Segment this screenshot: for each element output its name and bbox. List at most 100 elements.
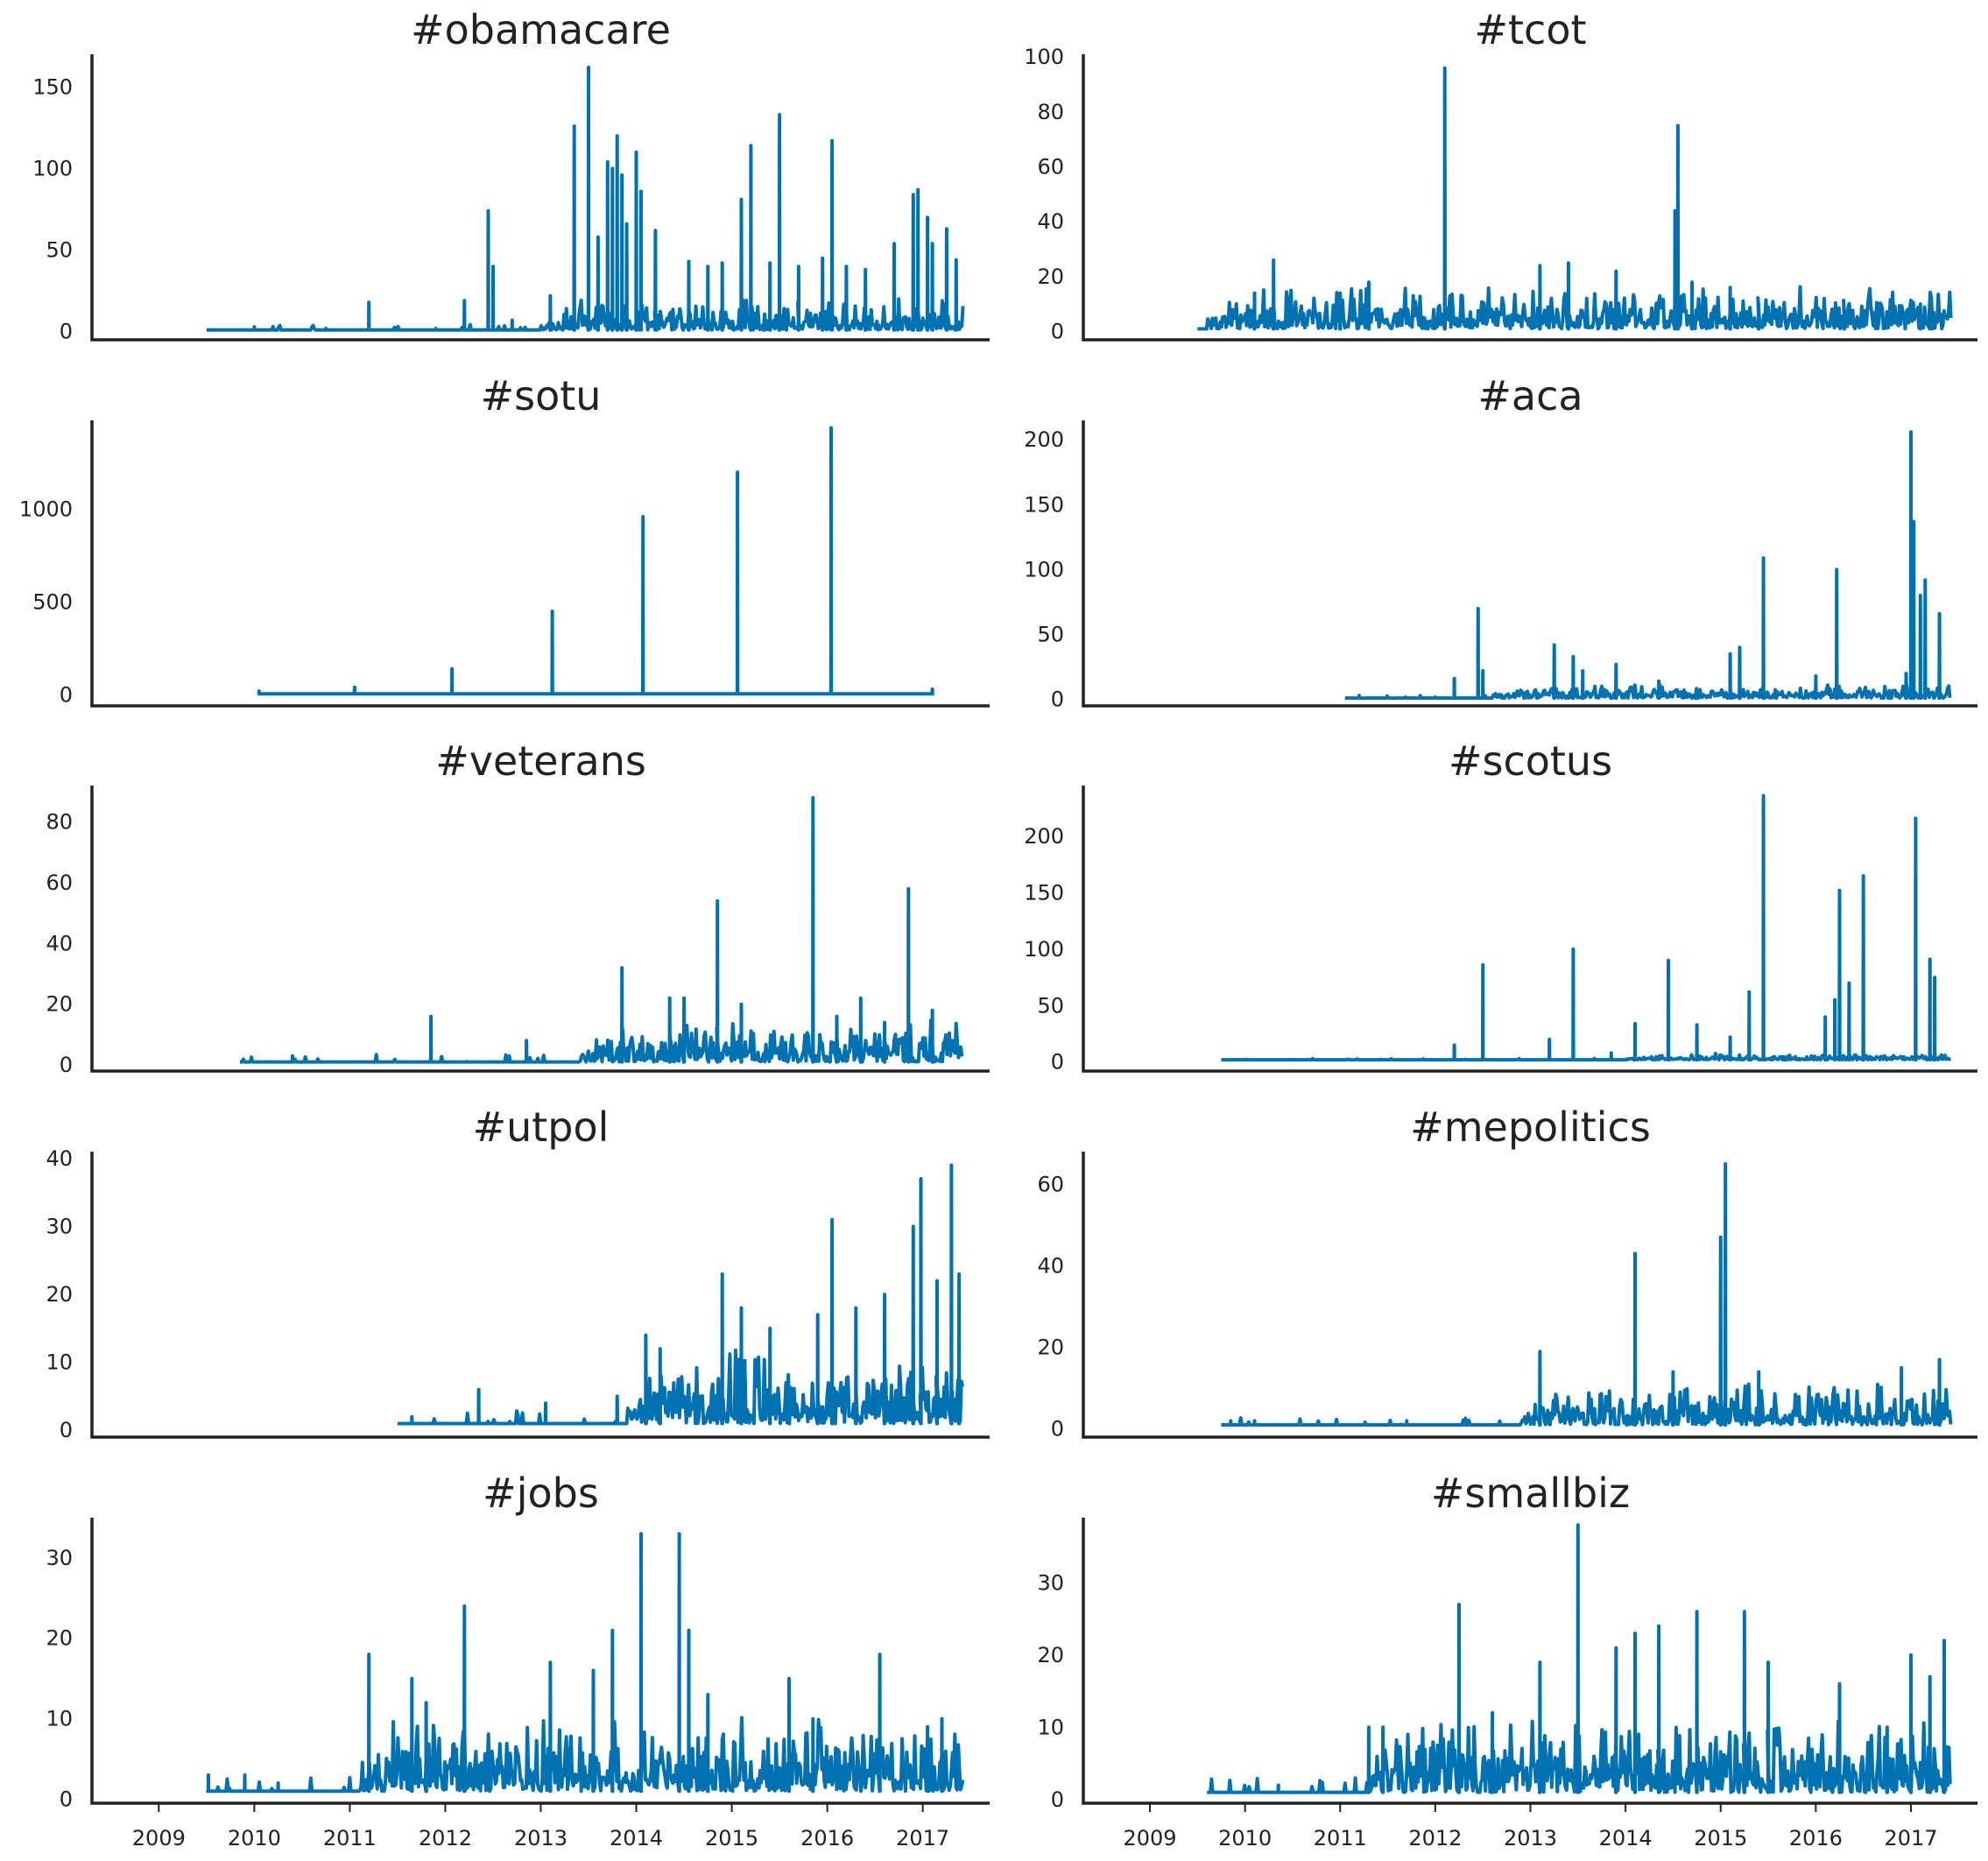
y-tick-label: 20 <box>46 992 73 1017</box>
x-tick-label: 2015 <box>1694 1826 1747 1850</box>
x-tick-label: 2014 <box>1599 1826 1653 1850</box>
y-tick-label: 100 <box>1024 557 1064 582</box>
y-tick-label: 20 <box>46 1282 73 1307</box>
x-tick-label: 2015 <box>705 1826 758 1850</box>
y-tick-label: 40 <box>46 931 73 955</box>
y-tick-label: 0 <box>1051 320 1064 344</box>
y-tick-label: 0 <box>1051 1050 1064 1075</box>
panel-title: #obamacare <box>411 6 671 53</box>
panel-title: #scotus <box>1449 737 1612 785</box>
axis-spines <box>1082 54 1977 342</box>
axis-spines <box>1082 1518 1977 1805</box>
y-tick-label: 0 <box>60 1053 73 1077</box>
panel-mepolitics: #mepolitics 0 20 40 60 <box>1037 1103 1977 1442</box>
y-tick-label: 0 <box>1051 687 1064 712</box>
panel-tcot: #tcot 0 20 40 60 80 100 <box>1024 6 1977 344</box>
y-tick-label: 50 <box>46 238 73 263</box>
y-tick-label: 20 <box>1037 1643 1064 1667</box>
y-tick-label: 100 <box>1024 45 1064 69</box>
axis-spines <box>1082 786 1977 1073</box>
y-tick-label: 0 <box>60 1787 73 1811</box>
x-tick-label: 2013 <box>1504 1826 1557 1850</box>
y-tick-label: 200 <box>1024 427 1064 452</box>
y-tick-label: 20 <box>1037 1336 1064 1360</box>
panel-veterans: #veterans 0 20 40 60 80 <box>46 737 990 1077</box>
series-line <box>1344 430 1952 701</box>
y-tick-label: 60 <box>1037 1172 1064 1196</box>
panel-title: #jobs <box>483 1470 599 1517</box>
x-tick-label: 2011 <box>1314 1826 1367 1850</box>
series-line <box>1206 1523 1952 1794</box>
y-tick-label: 10 <box>1037 1715 1064 1739</box>
series-line <box>397 1163 964 1426</box>
panel-jobs: #jobs 0 10 20 30 2009 2010 2011 2012 2013 2014 2015… <box>46 1470 990 1850</box>
x-tick-label: 2013 <box>514 1826 567 1850</box>
panel-aca: #aca 0 50 100 150 200 <box>1024 372 1977 712</box>
y-tick-label: 100 <box>1024 937 1064 962</box>
y-tick-label: 60 <box>1037 155 1064 180</box>
panel-title: #mepolitics <box>1410 1103 1651 1151</box>
series-line <box>239 795 964 1064</box>
x-tick-label: 2012 <box>419 1826 472 1850</box>
axis-spines <box>90 420 990 708</box>
x-tick-label: 2009 <box>1123 1826 1176 1850</box>
axis-spines <box>1082 420 1977 708</box>
series-line <box>1196 66 1953 331</box>
y-tick-label: 0 <box>1051 1787 1064 1812</box>
panel-scotus: #scotus 0 50 100 150 200 <box>1024 737 1977 1075</box>
axis-spines <box>90 1152 990 1439</box>
y-tick-label: 40 <box>1037 209 1064 234</box>
y-tick-label: 500 <box>32 589 73 614</box>
y-tick-label: 150 <box>1024 492 1064 517</box>
y-tick-label: 10 <box>46 1350 73 1375</box>
y-tick-label: 40 <box>46 1146 73 1171</box>
series-line <box>1220 793 1952 1062</box>
y-tick-label: 20 <box>1037 264 1064 289</box>
y-tick-label: 30 <box>46 1214 73 1238</box>
x-tick-label: 2014 <box>610 1826 663 1850</box>
x-tick-label: 2010 <box>1218 1826 1272 1850</box>
x-tick-label: 2010 <box>228 1826 281 1850</box>
x-tick-label: 2017 <box>896 1826 949 1850</box>
x-tick-label: 2012 <box>1408 1826 1462 1850</box>
x-tick-label: 2009 <box>132 1826 186 1850</box>
y-tick-label: 1000 <box>19 497 73 522</box>
y-tick-label: 50 <box>1037 993 1064 1018</box>
y-tick-label: 30 <box>1037 1570 1064 1595</box>
y-tick-label: 20 <box>46 1626 73 1651</box>
y-tick-label: 80 <box>1037 100 1064 124</box>
panel-title: #aca <box>1477 372 1583 419</box>
axis-spines <box>90 786 990 1073</box>
series-line <box>206 1532 965 1794</box>
panel-title: #smallbiz <box>1431 1470 1630 1517</box>
y-tick-label: 200 <box>1024 824 1064 849</box>
y-tick-label: 0 <box>60 682 73 707</box>
y-tick-label: 0 <box>1051 1417 1064 1442</box>
x-tick-label: 2016 <box>800 1826 854 1850</box>
y-tick-label: 60 <box>46 871 73 895</box>
series-line <box>206 65 965 332</box>
panel-sotu: #sotu 0 500 1000 <box>19 372 990 708</box>
axis-spines <box>1082 1152 1977 1439</box>
x-tick-label: 2017 <box>1884 1826 1937 1850</box>
series-line <box>257 426 935 696</box>
axis-spines <box>90 54 990 342</box>
series-line <box>1220 1162 1953 1427</box>
y-tick-label: 100 <box>32 156 73 180</box>
y-tick-label: 80 <box>46 810 73 835</box>
x-tick-label: 2011 <box>323 1826 377 1850</box>
panel-title: #tcot <box>1474 6 1586 53</box>
panel-utpol: #utpol 0 10 20 30 40 <box>46 1103 990 1442</box>
y-tick-label: 50 <box>1037 623 1064 647</box>
panel-obamacare: #obamacare 0 50 100 150 <box>32 6 990 344</box>
panel-title: #utpol <box>473 1103 610 1151</box>
panel-title: #veterans <box>435 737 646 785</box>
axis-spines <box>90 1518 990 1805</box>
y-tick-label: 0 <box>60 320 73 344</box>
panel-smallbiz: #smallbiz 0 10 20 30 2009 2010 2011 2012 2013 2014… <box>1037 1470 1977 1850</box>
x-tick-label: 2016 <box>1789 1826 1843 1850</box>
y-tick-label: 30 <box>46 1546 73 1570</box>
y-tick-label: 0 <box>60 1418 73 1442</box>
y-tick-label: 150 <box>32 74 73 99</box>
